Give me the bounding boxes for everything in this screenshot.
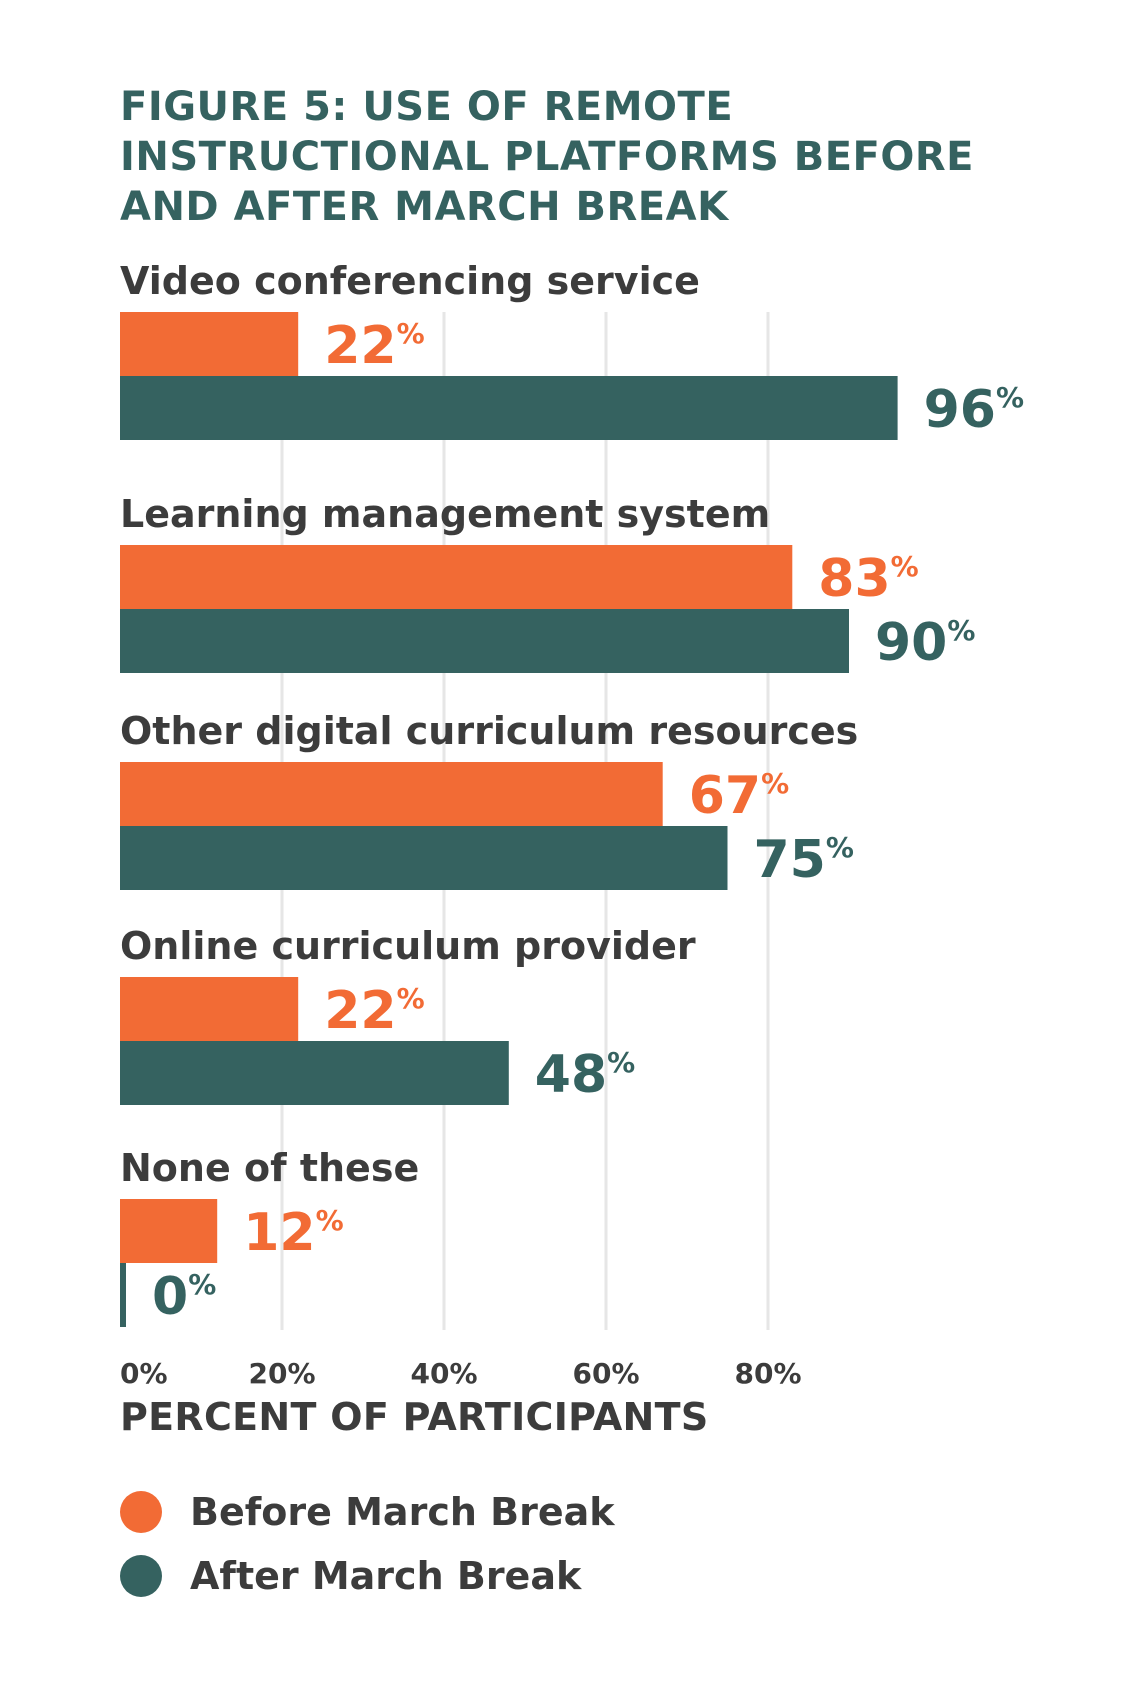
bar-after [120, 1041, 509, 1105]
chart-title: FIGURE 5: USE OF REMOTE INSTRUCTIONAL PL… [120, 82, 1020, 232]
category-label: None of these [120, 1146, 419, 1190]
data-label-before: 22% [324, 316, 424, 376]
category-label: Other digital curriculum resources [120, 709, 858, 753]
data-label-after: 48% [535, 1045, 635, 1105]
bar-before [120, 1199, 218, 1263]
bar-chart: 0% 20% 40% 60% 80% Video conferencing service… [120, 259, 1024, 1390]
category-label: Video conferencing service [120, 259, 700, 303]
x-tick-label: 20% [248, 1357, 315, 1390]
x-axis-label: PERCENT OF PARTICIPANTS [120, 1395, 709, 1439]
data-label-before: 22% [324, 981, 424, 1041]
bar-before [120, 977, 299, 1041]
category-label: Online curriculum provider [120, 924, 696, 968]
data-label-after: 0% [152, 1267, 216, 1327]
bar-after [120, 376, 898, 440]
data-label-after: 96% [924, 380, 1024, 440]
chart-title-line-1: FIGURE 5: USE OF REMOTE [120, 84, 734, 130]
x-tick-label: 80% [734, 1357, 801, 1390]
legend-item-after: After March Break [120, 1544, 615, 1608]
bar-before [120, 545, 793, 609]
data-label-after: 90% [875, 613, 975, 673]
data-label-after: 75% [754, 830, 854, 890]
legend-item-before: Before March Break [120, 1480, 615, 1544]
x-tick-label: 0% [120, 1357, 168, 1390]
legend-label-before: Before March Break [190, 1490, 615, 1534]
bar-after [120, 609, 849, 673]
data-label-before: 83% [818, 549, 918, 609]
x-tick-label: 60% [572, 1357, 639, 1390]
legend: Before March Break After March Break [120, 1480, 615, 1608]
data-label-before: 67% [689, 766, 789, 826]
x-tick-label: 40% [410, 1357, 477, 1390]
bar-before [120, 312, 299, 376]
bar-after [120, 826, 728, 890]
legend-swatch-before [120, 1491, 162, 1533]
category-label: Learning management system [120, 492, 770, 536]
data-label-before: 12% [243, 1203, 343, 1263]
chart-title-line-3: AND AFTER MARCH BREAK [120, 184, 729, 230]
legend-swatch-after [120, 1555, 162, 1597]
chart-title-line-2: INSTRUCTIONAL PLATFORMS BEFORE [120, 134, 974, 180]
bar-before [120, 762, 663, 826]
bar-after [120, 1263, 126, 1327]
legend-label-after: After March Break [190, 1554, 582, 1598]
